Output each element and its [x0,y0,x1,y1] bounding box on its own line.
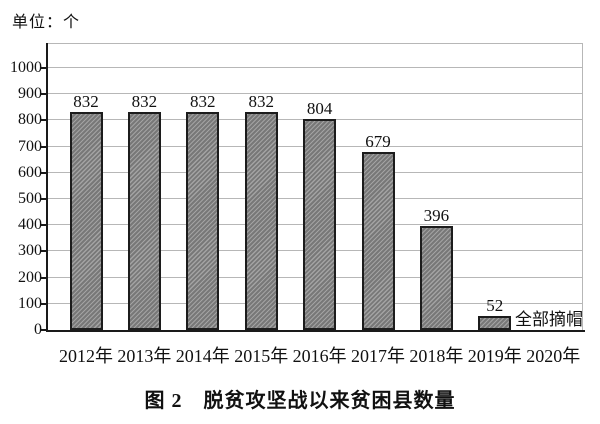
bar-value-label: 832 [131,92,158,111]
y-tick-100 [40,302,46,305]
bar-2015年 [244,112,278,330]
y-tick-label: 500 [18,190,42,207]
bar-value-label: 679 [365,132,391,151]
x-tick-label: 2015年 [234,346,289,366]
annotation-label: 全部摘帽 [515,310,583,329]
bar-2018年 [419,226,453,330]
gridline-1000 [48,67,583,68]
y-tick-1000 [40,67,46,69]
x-tick-label: 2017年 [351,346,405,366]
y-tick-600 [40,171,46,174]
y-tick-label: 900 [18,85,42,103]
plot-frame-right [582,43,583,330]
bar-2014年 [186,112,220,330]
y-tick-400 [40,224,46,227]
figure-caption: 图 2 脱贫攻坚战以来贫困县数量 [144,390,456,412]
unit-label: 单位：个 [12,14,81,31]
y-axis-line [46,43,48,332]
y-tick-label: 700 [18,137,42,155]
y-tick-label: 400 [18,216,42,234]
bar-2017年 [361,152,395,330]
y-tick-label: 600 [18,163,42,181]
y-tick-label: 800 [18,111,42,129]
y-tick-800 [40,119,46,122]
y-tick-200 [40,276,46,279]
bar-2019年 [478,316,512,330]
x-tick-label: 2018年 [409,346,464,366]
bar-value-label: 804 [306,99,333,118]
bar-2013年 [127,112,161,330]
y-tick-label: 1000 [10,59,42,76]
y-tick-700 [40,145,46,148]
bar-value-label: 832 [73,92,99,111]
bar-value-label: 52 [486,296,504,315]
bar-value-label: 396 [423,206,450,225]
gridline-900 [48,93,583,95]
bar-2016年 [303,119,337,330]
x-tick-label: 2013年 [117,346,172,366]
bar-2012年 [69,112,103,330]
plot-frame-top [48,43,583,44]
x-tick-label: 2020年 [526,346,581,366]
y-tick-500 [40,198,46,200]
x-tick-label: 2016年 [292,346,347,366]
x-tick-label: 2014年 [175,346,230,366]
x-tick-label: 2019年 [467,346,522,366]
y-tick-300 [40,250,46,253]
y-tick-0 [40,329,46,331]
y-tick-label: 100 [18,294,42,312]
plot-area: 832 832 832 832 804 679 396 52 全部摘帽 [48,43,583,330]
y-tick-label: 0 [34,321,42,338]
x-tick-label: 2012年 [59,346,113,366]
bar-value-label: 832 [248,92,274,111]
y-tick-label: 200 [18,268,42,286]
y-tick-900 [40,93,46,96]
y-tick-label: 300 [18,242,42,260]
bar-value-label: 832 [190,92,216,111]
x-axis-line [46,330,585,332]
